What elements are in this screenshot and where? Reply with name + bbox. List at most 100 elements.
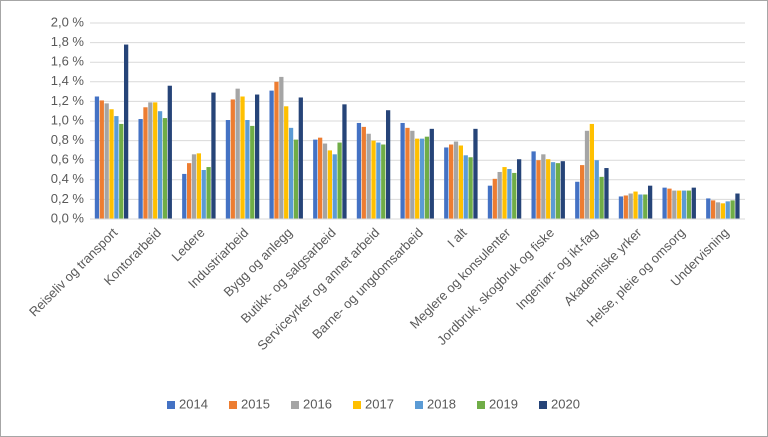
bar: [584, 130, 590, 219]
bar: [279, 76, 284, 220]
bar: [211, 92, 216, 219]
bar: [356, 122, 362, 219]
bar: [371, 140, 376, 219]
bar: [327, 150, 332, 219]
bar: [187, 163, 192, 219]
bar: [546, 159, 551, 219]
bar: [288, 127, 294, 219]
bar: [618, 196, 624, 219]
bar: [254, 94, 260, 219]
bar: [410, 130, 415, 219]
bar: [623, 195, 628, 219]
bar: [94, 96, 100, 219]
bar: [400, 122, 405, 219]
legend-label: 2018: [427, 396, 456, 411]
bar: [269, 90, 274, 220]
bar: [201, 170, 206, 219]
bar: [415, 138, 420, 219]
bar: [182, 173, 187, 219]
bar: [502, 167, 507, 219]
bar: [691, 187, 696, 219]
y-tick-label: 0,0 %: [51, 210, 85, 225]
bar: [99, 100, 104, 219]
bar: [536, 160, 541, 219]
bar: [497, 171, 502, 219]
bar: [492, 178, 497, 219]
bar: [599, 176, 604, 219]
bar: [720, 203, 725, 219]
bar: [449, 144, 454, 219]
bar: [730, 200, 735, 219]
legend-swatch: [477, 401, 485, 409]
bar: [580, 165, 585, 219]
bar: [157, 111, 163, 219]
bar: [507, 169, 512, 219]
y-tick-label: 1,2 %: [51, 93, 85, 108]
bar: [662, 187, 667, 219]
y-tick-label: 1,6 %: [51, 54, 85, 69]
bar: [318, 137, 323, 219]
bar: [458, 145, 463, 219]
bar: [560, 161, 565, 219]
y-tick-label: 1,4 %: [51, 73, 85, 88]
legend-swatch: [353, 401, 361, 409]
bar: [424, 136, 430, 219]
bar: [667, 188, 672, 219]
bar: [148, 102, 153, 219]
bar: [361, 126, 366, 219]
legend-swatch: [291, 401, 299, 409]
bar: [633, 191, 638, 219]
bar: [487, 185, 493, 219]
bar: [589, 123, 594, 219]
legend-label: 2015: [241, 396, 270, 411]
bar: [206, 167, 211, 219]
y-tick-label: 0,2 %: [51, 191, 85, 206]
bar: [385, 110, 391, 219]
legend-swatch: [415, 401, 423, 409]
bar: [119, 123, 124, 219]
y-tick-label: 1,0 %: [51, 112, 85, 127]
bar: [109, 109, 114, 219]
bar: [681, 190, 687, 219]
bar: [337, 142, 342, 219]
legend-label: 2014: [179, 396, 208, 411]
bar: [531, 151, 536, 219]
bar: [468, 157, 473, 219]
bar: [167, 85, 172, 219]
bar: [453, 141, 459, 219]
bar: [711, 200, 716, 219]
bar: [162, 118, 168, 219]
bar: [725, 201, 730, 219]
bar: [516, 159, 522, 219]
bar: [123, 44, 129, 220]
bar: [225, 120, 231, 219]
bar: [250, 125, 255, 219]
bar: [293, 139, 299, 219]
bar: [686, 190, 692, 219]
bar: [735, 193, 740, 219]
y-tick-label: 2,0 %: [51, 14, 85, 29]
bar: [594, 160, 599, 219]
bar: [706, 198, 711, 219]
bar: [138, 119, 143, 219]
bar: [381, 144, 386, 219]
bar: [677, 190, 682, 219]
bar: [240, 96, 245, 219]
bar: [153, 102, 158, 219]
bar: [672, 190, 677, 219]
bar: [322, 143, 328, 219]
bar: [245, 120, 250, 219]
bar: [114, 116, 119, 219]
bar: [444, 147, 449, 219]
bar: [405, 127, 410, 219]
y-tick-label: 0,6 %: [51, 152, 85, 167]
bar: [235, 88, 240, 219]
bar: [604, 168, 609, 219]
bar: [647, 185, 653, 219]
bar: [196, 153, 201, 219]
bar: [143, 107, 148, 219]
bar: [376, 142, 381, 219]
bar: [643, 194, 648, 219]
bar: [284, 106, 289, 219]
bar: [555, 163, 561, 219]
